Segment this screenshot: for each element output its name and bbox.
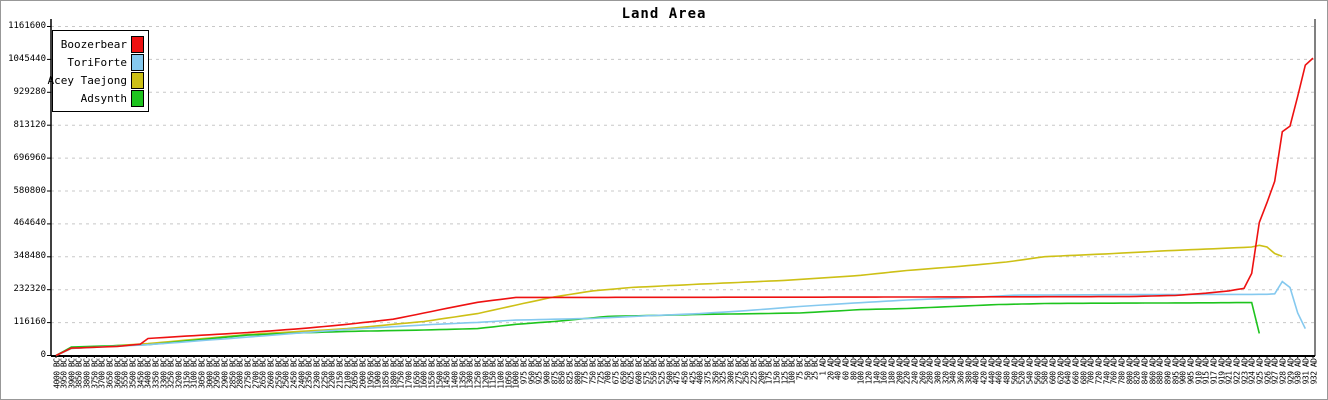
legend: Boozerbear ToriForte Acey Taejong Adsynth [48,30,149,112]
y-tick-label: 580800 [13,185,46,196]
y-tick-label: 232320 [13,284,46,295]
y-tick-label: 696960 [13,152,46,163]
legend-label: Acey Taejong [47,73,127,87]
legend-swatch-icon [131,89,144,107]
series-line-adsynth [55,301,1261,357]
y-tick-label: 116160 [13,317,46,328]
series-line-toriforte [55,280,1307,357]
series-line-boozerbear [55,57,1314,357]
y-tick-label: 1045440 [8,53,46,64]
legend-item-toriforte: ToriForte [55,53,144,71]
y-tick-label: 464640 [13,218,46,229]
legend-label: ToriForte [67,55,127,69]
legend-swatch-icon [131,71,144,89]
chart-title: Land Area [621,6,707,22]
series-line-acey-taejong [55,244,1283,357]
y-tick-label: 0 [40,350,46,360]
y-tick-label: 348480 [13,251,46,262]
legend-label: Boozerbear [60,37,127,51]
legend-swatch-icon [131,53,144,71]
legend-label: Adsynth [80,91,127,105]
y-tick-label: 1161600 [8,21,46,31]
legend-item-boozerbear: Boozerbear [55,35,144,53]
x-tick-label: 932 AD [1309,358,1318,385]
legend-item-adsynth: Adsynth [55,89,144,107]
legend-swatch-icon [131,35,144,53]
y-tick-label: 929280 [13,86,46,97]
y-tick-label: 813120 [13,119,46,130]
legend-item-acey-taejong: Acey Taejong [48,71,144,89]
